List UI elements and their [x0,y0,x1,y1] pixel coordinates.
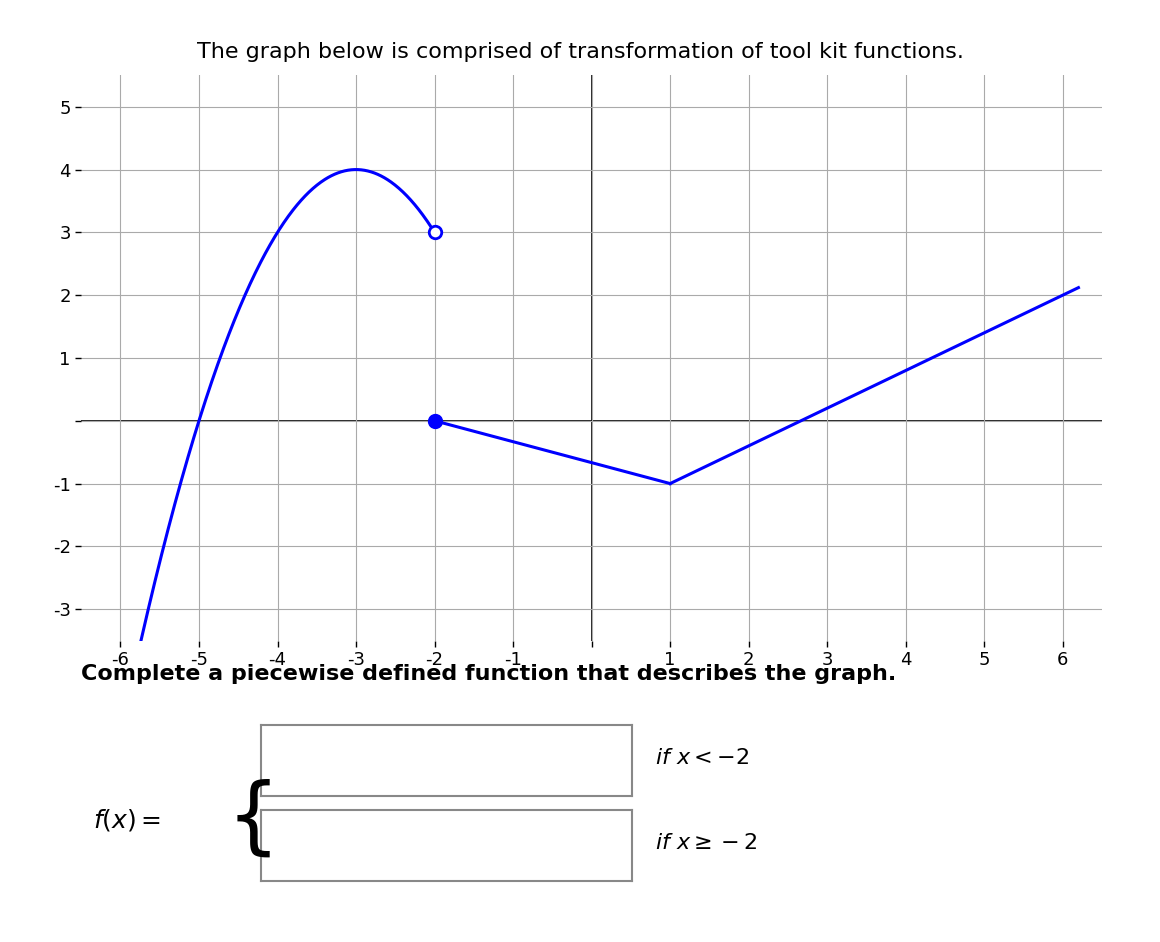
Text: The graph below is comprised of transformation of tool kit functions.: The graph below is comprised of transfor… [196,42,964,62]
Text: if $x \geq -2$: if $x \geq -2$ [655,833,759,853]
Text: if $x < -2$: if $x < -2$ [655,748,749,769]
Text: {: { [226,779,280,860]
Text: Complete a piecewise defined function that describes the graph.: Complete a piecewise defined function th… [81,664,897,684]
Text: $f(x) =$: $f(x) =$ [93,806,161,833]
